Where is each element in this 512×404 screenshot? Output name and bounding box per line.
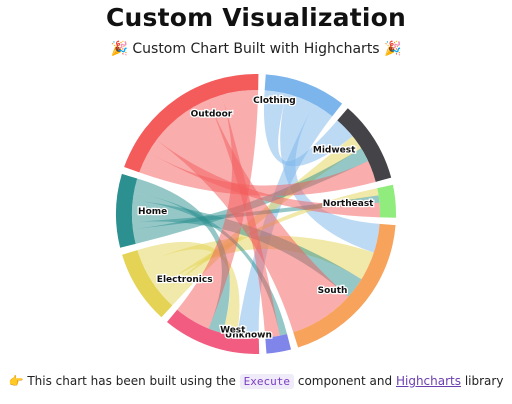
party-popper-icon: 🎉: [110, 41, 128, 57]
node-label-clothing: Clothing: [253, 96, 296, 106]
link-home-to-west[interactable]: [133, 178, 230, 334]
link-home-to-south[interactable]: [131, 200, 362, 297]
node-label-midwest: Midwest: [313, 145, 356, 155]
node-clothing[interactable]: [264, 74, 343, 117]
caption-text-before: This chart has been built using the: [27, 374, 236, 388]
node-west[interactable]: [166, 309, 260, 354]
link-outdoor-to-west[interactable]: [177, 90, 259, 329]
node-label-electronics: Electronics: [157, 275, 213, 285]
node-label-west: West: [220, 325, 246, 335]
node-label-unknown: Unknown: [225, 330, 272, 340]
highcharts-link[interactable]: Highcharts: [395, 374, 461, 388]
node-home[interactable]: [115, 173, 138, 248]
link-outdoor-to-midwest[interactable]: [139, 152, 376, 196]
chart-subtitle: 🎉 Custom Chart Built with Highcharts 🎉: [0, 41, 512, 57]
node-northeast[interactable]: [377, 184, 396, 218]
labels-layer: Clothing Midwest Northeast South UnknownWest…: [137, 95, 376, 342]
link-outdoor-to-northeast[interactable]: [148, 140, 380, 218]
node-unknown[interactable]: [265, 334, 292, 354]
subtitle-text: Custom Chart Built with Highcharts: [132, 41, 380, 57]
link-outdoor-to-unknown[interactable]: [207, 94, 280, 338]
node-label-south: South: [318, 286, 348, 296]
node-electronics[interactable]: [122, 250, 173, 318]
node-midwest[interactable]: [337, 108, 392, 182]
execute-component-code: Execute: [239, 374, 295, 389]
links-layer: [131, 90, 380, 338]
caption-text-middle: component and: [297, 374, 393, 388]
link-clothing-to-south[interactable]: [280, 93, 380, 253]
page-title: Custom Visualization: [106, 3, 406, 32]
node-outdoor[interactable]: [124, 74, 259, 173]
node-label-northeast: Northeast: [323, 199, 374, 209]
link-home-to-unknown[interactable]: [132, 192, 288, 336]
link-electronics-to-west[interactable]: [137, 241, 240, 337]
caption-text-after: library: [464, 374, 504, 388]
node-label-home: Home: [138, 207, 167, 217]
link-clothing-to-midwest[interactable]: [263, 90, 353, 167]
nodes-layer: [115, 74, 396, 354]
node-label-outdoor: Outdoor: [191, 110, 233, 120]
node-south[interactable]: [293, 223, 396, 348]
chart-caption: 👉 This chart has been built using the Ex…: [0, 374, 512, 389]
dependency-wheel-chart: Clothing Midwest Northeast South UnknownWest…: [115, 74, 396, 354]
party-popper-icon: 🎉: [384, 41, 402, 57]
pointing-hand-icon: 👉: [8, 374, 24, 388]
